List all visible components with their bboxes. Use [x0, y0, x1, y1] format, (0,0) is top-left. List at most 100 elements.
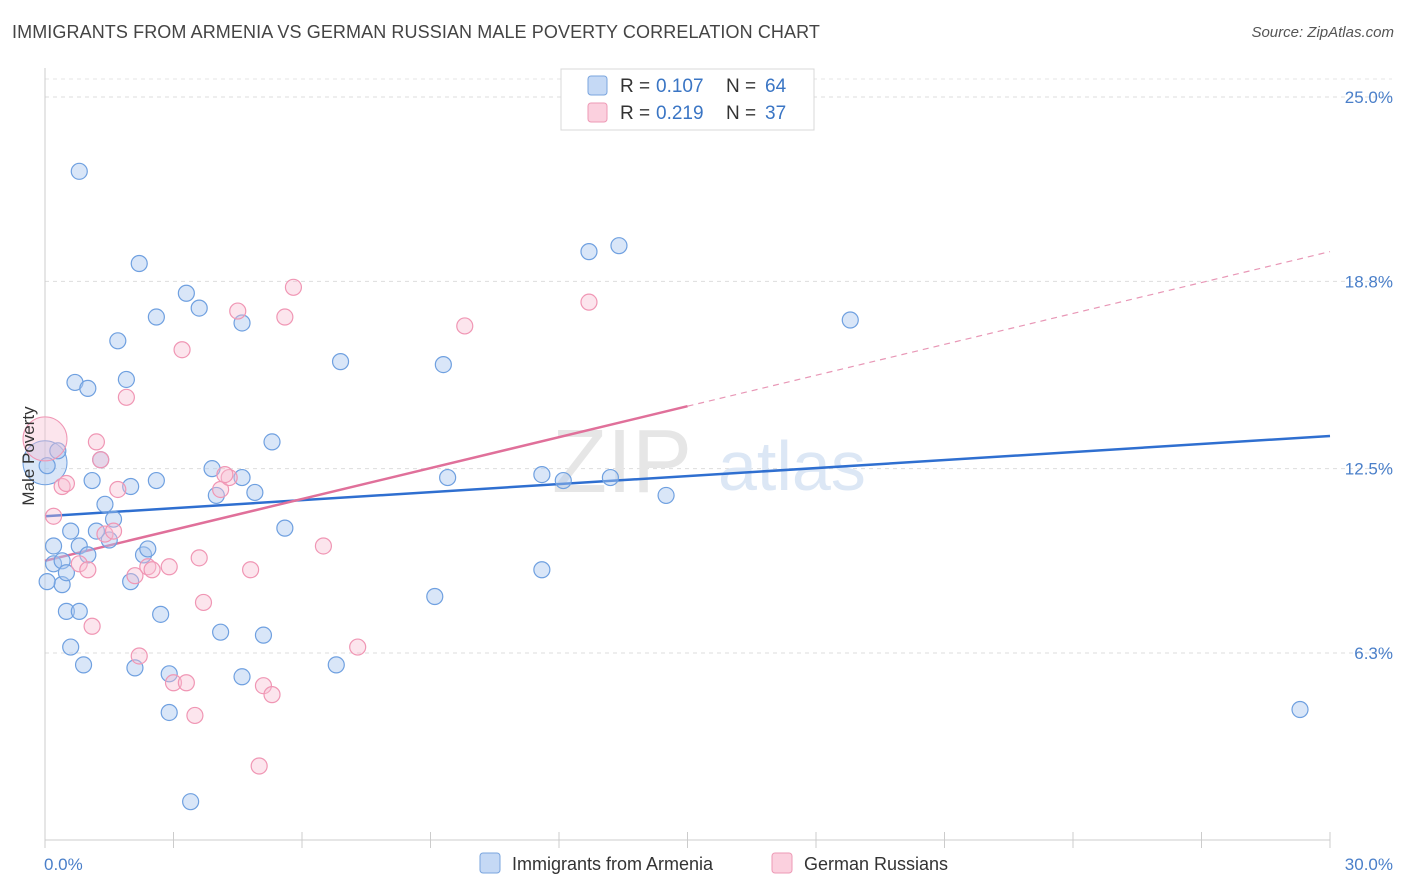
data-point [233, 668, 251, 686]
data-point [327, 656, 345, 674]
data-point [580, 243, 598, 261]
data-point [263, 686, 281, 704]
legend-armenia-r-label: R = [620, 76, 650, 97]
data-point [186, 706, 204, 725]
data-point [62, 522, 80, 540]
data-point [426, 587, 444, 606]
trend-line-german-russians [44, 405, 688, 563]
data-point [44, 537, 63, 555]
data-point [610, 237, 628, 255]
data-point [70, 602, 88, 620]
data-point [109, 332, 127, 350]
axes [44, 68, 1331, 848]
data-point [580, 293, 598, 311]
data-point [117, 388, 135, 406]
data-point [254, 677, 273, 695]
trend-line-armenia [44, 434, 1331, 518]
data-point [122, 477, 140, 496]
legend-armenia-r: 0.107 [656, 76, 704, 97]
data-point [177, 674, 195, 692]
data-point [70, 537, 88, 555]
data-point [130, 647, 148, 665]
data-point [74, 656, 93, 674]
legend-swatch-german-russians [587, 102, 608, 123]
data-point [87, 433, 106, 451]
legend-german-r: 0.219 [656, 103, 704, 124]
legend-armenia-n: 64 [765, 76, 787, 97]
data-point [194, 593, 213, 612]
data-point [104, 510, 123, 528]
data-point [554, 471, 572, 490]
data-point [284, 278, 303, 296]
data-point [44, 507, 63, 525]
data-point [177, 284, 195, 302]
data-point [314, 537, 333, 555]
data-point [57, 602, 76, 620]
data-point [104, 522, 123, 540]
y-tick-label: 25.0% [1345, 88, 1393, 107]
data-point [96, 495, 114, 513]
data-point [79, 546, 97, 564]
data-point [79, 561, 97, 579]
data-point [152, 605, 170, 623]
data-point [190, 549, 208, 567]
data-point [212, 623, 230, 641]
bottom-legend: Immigrants from Armenia German Russians [479, 852, 948, 874]
data-point [254, 626, 273, 644]
data-point [109, 480, 127, 499]
x-tick-label: 0.0% [44, 855, 83, 874]
data-point [1291, 700, 1309, 719]
data-point [533, 466, 551, 484]
legend-german-n: 37 [765, 103, 786, 124]
data-point [147, 471, 165, 490]
data-point [57, 564, 76, 582]
legend-swatch-armenia [587, 75, 608, 96]
data-point [62, 638, 80, 656]
data-point [83, 471, 101, 490]
data-point [263, 433, 281, 451]
data-point [70, 162, 88, 180]
data-point [250, 757, 268, 775]
data-point [276, 308, 294, 326]
data-point [246, 483, 264, 502]
y-tick-label: 12.5% [1345, 460, 1393, 479]
data-point [164, 674, 183, 692]
data-point [657, 486, 675, 505]
data-point-large [22, 416, 68, 462]
y-tick-label: 18.8% [1345, 272, 1393, 291]
data-point [160, 558, 178, 576]
trend-lines [44, 251, 1331, 563]
bottom-legend-armenia: Immigrants from Armenia [512, 854, 714, 874]
data-point [434, 355, 452, 374]
data-point [841, 311, 859, 329]
data-point [57, 474, 76, 493]
data-point [130, 254, 148, 273]
data-point [456, 317, 474, 335]
watermark-zip: ZIP [552, 412, 692, 512]
data-point [533, 561, 551, 579]
tick-labels: 6.3% 12.5% 18.8% 25.0% 0.0% 30.0% [44, 88, 1393, 874]
data-point [349, 638, 367, 656]
data-point [38, 573, 56, 591]
data-point [216, 466, 234, 484]
data-point [229, 302, 247, 320]
x-tick-label: 30.0% [1345, 855, 1393, 874]
data-point [79, 379, 97, 397]
data-point-large [22, 440, 68, 486]
data-point [439, 468, 457, 487]
chart-title: IMMIGRANTS FROM ARMENIA VS GERMAN RUSSIA… [12, 22, 820, 42]
data-point [126, 567, 144, 585]
bottom-legend-german-russians: German Russians [804, 854, 948, 874]
bottom-legend-swatch-armenia [479, 852, 501, 874]
legend-german-r-label: R = [620, 103, 650, 124]
data-point [160, 703, 178, 722]
data-point [242, 561, 260, 579]
data-point [190, 299, 208, 317]
legend-box: R = 0.107 N = 64 R = 0.219 N = 37 [560, 68, 815, 131]
legend-armenia-n-label: N = [726, 76, 756, 97]
bottom-legend-swatch-german-russians [771, 852, 793, 874]
trend-line-german-russians-extension [687, 251, 1331, 407]
data-point [160, 665, 178, 683]
data-point [139, 540, 157, 558]
